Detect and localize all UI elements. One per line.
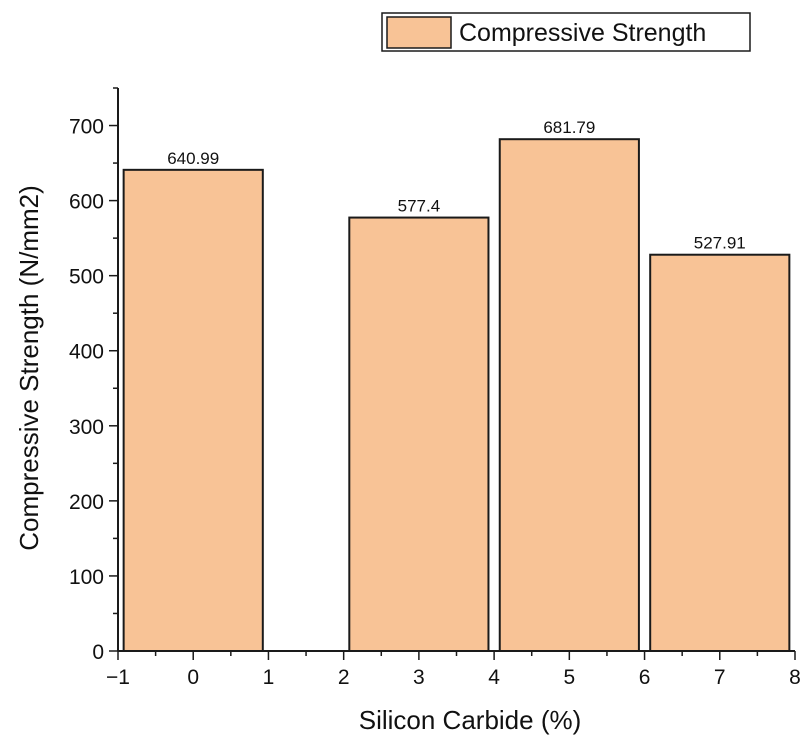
y-tick-label: 600 [69, 191, 104, 214]
y-tick-label: 700 [69, 116, 104, 139]
x-tick-label: 4 [488, 666, 500, 689]
x-tick-label: 6 [639, 666, 651, 689]
bar-2 [498, 138, 640, 652]
legend-label: Compressive Strength [459, 19, 706, 47]
x-tick-label: 0 [187, 666, 199, 689]
x-tick-label: 3 [413, 666, 425, 689]
x-tick-label: −1 [106, 666, 130, 689]
y-tick-label: 300 [69, 416, 104, 439]
y-tick-label: 0 [92, 641, 104, 664]
legend-swatch [386, 16, 452, 49]
data-label-3: 527.91 [694, 234, 746, 253]
y-tick-label: 400 [69, 341, 104, 364]
bars-layer [122, 138, 791, 653]
bar-3 [649, 253, 791, 653]
data-label-2: 681.79 [543, 118, 595, 137]
data-labels-layer: 640.99 577.4 681.79 527.91 [167, 118, 746, 253]
y-axis-title: Compressive Strength (N/mm2) [14, 185, 44, 551]
x-tick-label: 1 [263, 666, 275, 689]
y-tick-label: 100 [69, 566, 104, 589]
x-tick-label: 8 [789, 666, 800, 689]
x-axis-title: Silicon Carbide (%) [359, 705, 582, 735]
x-tick-label: 2 [338, 666, 350, 689]
y-tick-label: 500 [69, 266, 104, 289]
bar-0 [122, 168, 264, 652]
data-label-0: 640.99 [167, 149, 219, 168]
data-label-1: 577.4 [398, 197, 441, 216]
y-tick-label: 200 [69, 491, 104, 514]
x-tick-label: 5 [563, 666, 575, 689]
legend: Compressive Strength [381, 12, 751, 52]
bar-1 [348, 216, 490, 652]
x-tick-label: 7 [714, 666, 726, 689]
